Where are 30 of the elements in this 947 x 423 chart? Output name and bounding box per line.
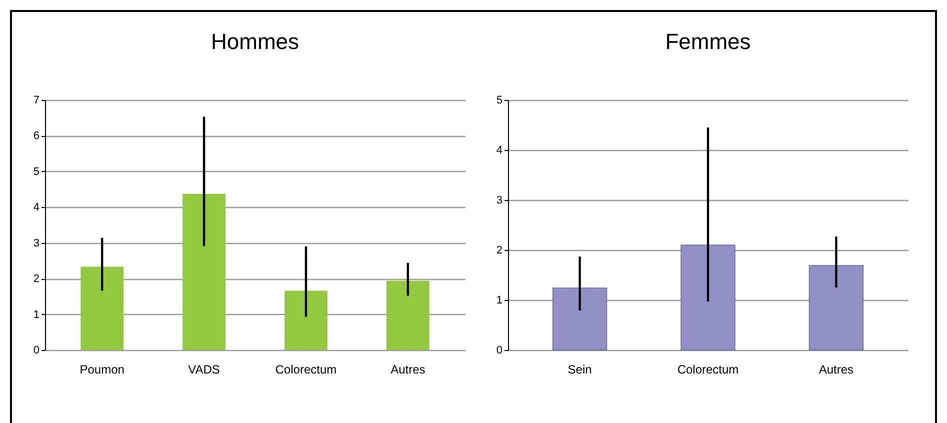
y-tick-label: 5 (496, 94, 502, 106)
x-tick-label: VADS (188, 362, 220, 376)
y-tick-label: 0 (496, 344, 502, 356)
y-tick-label: 2 (33, 273, 40, 286)
chart-title: Hommes (210, 29, 300, 54)
x-tick-label: Autres (818, 362, 854, 376)
chart-title: Femmes (665, 29, 751, 54)
bar (808, 265, 864, 350)
y-tick-label: 6 (33, 130, 40, 142)
bar (386, 280, 430, 350)
x-tick-label: Colorectum (275, 362, 337, 376)
y-tick-label: 5 (33, 166, 40, 178)
y-tick-label: 2 (496, 244, 502, 256)
y-tick-label: 7 (33, 94, 40, 106)
bar (284, 290, 328, 350)
x-tick-label: Autres (390, 362, 426, 376)
y-tick-label: 3 (496, 194, 502, 206)
y-tick-label: 1 (496, 294, 502, 306)
y-tick-label: 1 (33, 308, 40, 321)
bar (680, 244, 736, 350)
x-tick-label: Sein (568, 362, 592, 376)
bar (552, 288, 608, 350)
bar (182, 194, 226, 350)
y-tick-label: 0 (33, 344, 40, 356)
y-tick-label: 3 (33, 237, 40, 250)
x-tick-label: Poumon (80, 362, 124, 376)
y-tick-label: 4 (33, 202, 40, 214)
y-tick-label: 4 (496, 144, 502, 156)
bar (80, 266, 124, 350)
x-tick-label: Colorectum (677, 362, 739, 376)
